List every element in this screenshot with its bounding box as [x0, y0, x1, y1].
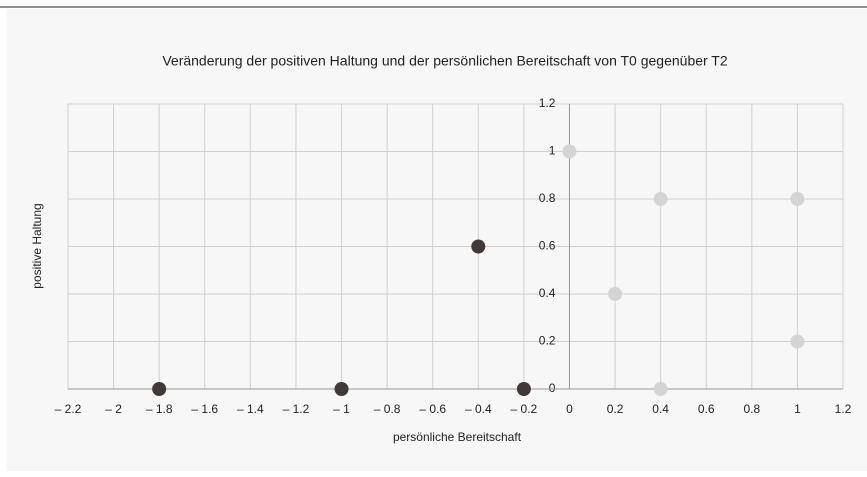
- x-tick-label: – 1.2: [283, 402, 310, 416]
- x-tick-label: – 0.4: [465, 402, 492, 416]
- point: [334, 382, 349, 396]
- x-tick-label: – 2: [105, 402, 122, 416]
- x-tick-label: – 1: [333, 402, 350, 416]
- y-tick-label: 1: [549, 144, 556, 158]
- point: [516, 382, 531, 396]
- x-tick-label: 1: [794, 402, 801, 416]
- x-tick-label: 0.8: [743, 402, 760, 416]
- x-tick-label: – 1.6: [191, 402, 218, 416]
- x-tick-label: – 2.2: [55, 402, 82, 416]
- y-tick-label: 0.6: [539, 239, 556, 253]
- x-tick-label: – 0.8: [374, 402, 401, 416]
- x-tick-label: 0.2: [607, 402, 624, 416]
- x-tick-label: 0.6: [698, 402, 715, 416]
- x-axis-label: persönliche Bereitschaft: [393, 430, 522, 444]
- x-tick-label: – 1.8: [146, 402, 173, 416]
- point: [562, 144, 577, 159]
- x-tick-label: 0.4: [652, 402, 669, 416]
- point: [152, 382, 167, 396]
- x-tick-label: – 1.4: [237, 402, 264, 416]
- x-tick-label: – 0.2: [511, 402, 538, 416]
- point: [608, 287, 623, 301]
- y-tick-label: 0.8: [539, 191, 556, 205]
- y-axis-label: positive Haltung: [30, 203, 44, 288]
- point: [790, 334, 805, 349]
- point: [790, 192, 805, 206]
- x-tick-label: – 0.6: [419, 402, 446, 416]
- point: [471, 239, 486, 254]
- x-tick-label: 0: [566, 402, 573, 416]
- point: [653, 382, 668, 396]
- y-tick-label: 1.2: [539, 96, 556, 110]
- y-tick-label: 0.4: [539, 286, 556, 300]
- y-tick-label: 0: [549, 381, 556, 395]
- point: [653, 192, 668, 206]
- x-tick-label: 1.2: [835, 402, 852, 416]
- background: [6, 9, 867, 471]
- chart-title: Veränderung der positiven Haltung und de…: [162, 53, 728, 69]
- y-tick-label: 0.2: [539, 334, 556, 348]
